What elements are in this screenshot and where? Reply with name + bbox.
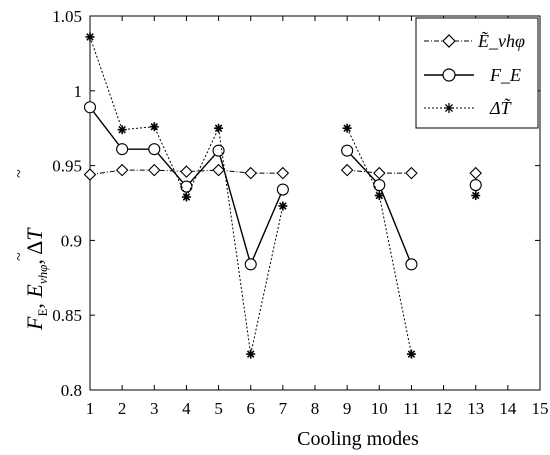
- y-tick-label: 0.95: [52, 157, 82, 176]
- legend-item-e: Ẽ_vhφ: [424, 31, 525, 51]
- data-point-T: [406, 349, 416, 359]
- x-tick-label: 15: [532, 399, 549, 418]
- series-area: [83, 32, 482, 359]
- series-T: [85, 32, 481, 359]
- legend-label-e: Ẽ_vhφ: [477, 31, 525, 51]
- circle-marker-icon: [442, 68, 456, 82]
- data-point-T: [214, 123, 224, 133]
- y-tick-label: 0.9: [61, 231, 82, 250]
- legend-item-f: F_E: [424, 65, 521, 85]
- data-point-F: [116, 143, 129, 156]
- data-point-T: [246, 349, 256, 359]
- data-point-E: [405, 166, 418, 180]
- data-point-E: [180, 165, 193, 178]
- series-E: [83, 163, 482, 181]
- x-tick-label: 5: [214, 399, 223, 418]
- data-point-E: [148, 163, 161, 177]
- data-point-T: [342, 123, 352, 133]
- data-point-F: [83, 101, 97, 114]
- data-point-F: [244, 258, 257, 271]
- data-point-E: [469, 166, 482, 180]
- svg-text:~: ~: [11, 169, 28, 178]
- data-point-E: [276, 166, 290, 180]
- x-tick-label: 6: [246, 399, 255, 418]
- svg-text:~: ~: [11, 252, 28, 261]
- data-point-F: [469, 178, 482, 192]
- legend-label-f: F_E: [489, 65, 521, 85]
- x-tick-label: 13: [467, 399, 484, 418]
- series-F: [83, 101, 482, 271]
- x-tick-label: 1: [86, 399, 95, 418]
- data-point-T: [85, 32, 95, 42]
- legend: Ẽ_vhφ F_E ΔT̃: [415, 17, 539, 129]
- y-tick-label: 1: [74, 82, 83, 101]
- x-tick-label: 3: [150, 399, 159, 418]
- x-tick-label: 7: [279, 399, 288, 418]
- data-point-T: [374, 191, 384, 201]
- legend-box: [415, 17, 539, 129]
- y-axis-title: FE, Evhφ, ΔT ~ ~: [11, 169, 50, 331]
- x-tick-label: 10: [371, 399, 388, 418]
- diamond-marker-icon: [442, 34, 456, 48]
- data-point-F: [180, 180, 193, 193]
- data-point-F: [373, 178, 386, 192]
- data-point-E: [83, 168, 97, 181]
- data-point-F: [341, 144, 354, 157]
- x-tick-label: 9: [343, 399, 352, 418]
- data-point-E: [115, 163, 129, 177]
- x-tick-label: 4: [182, 399, 191, 418]
- data-point-E: [244, 166, 257, 180]
- x-tick-label: 14: [499, 399, 517, 418]
- y-tick-label: 0.85: [52, 306, 82, 325]
- data-point-F: [148, 143, 161, 156]
- data-point-T: [278, 201, 288, 211]
- data-point-E: [340, 163, 354, 177]
- data-point-T: [181, 192, 191, 202]
- data-point-T: [149, 122, 159, 132]
- data-point-F: [405, 258, 418, 271]
- data-point-E: [373, 166, 386, 180]
- x-tick-label: 11: [403, 399, 419, 418]
- x-tick-label: 2: [118, 399, 127, 418]
- y-tick-label: 0.8: [61, 381, 82, 400]
- data-point-F: [276, 183, 289, 196]
- series-line-T: [346, 127, 412, 355]
- x-axis-title: Cooling modes: [297, 428, 419, 450]
- legend-label-t: ΔT̃: [489, 98, 513, 118]
- y-tick-label: 1.05: [52, 7, 82, 26]
- data-point-T: [471, 191, 481, 201]
- svg-text:FE, Evhφ, ΔT: FE, Evhφ, ΔT: [22, 227, 50, 331]
- x-tick-label: 8: [311, 399, 320, 418]
- data-point-T: [117, 125, 127, 135]
- legend-item-t: ΔT̃: [424, 98, 513, 118]
- data-point-E: [212, 163, 225, 177]
- data-point-F: [212, 144, 225, 157]
- x-tick-label: 12: [435, 399, 452, 418]
- star-marker-icon: [444, 103, 454, 113]
